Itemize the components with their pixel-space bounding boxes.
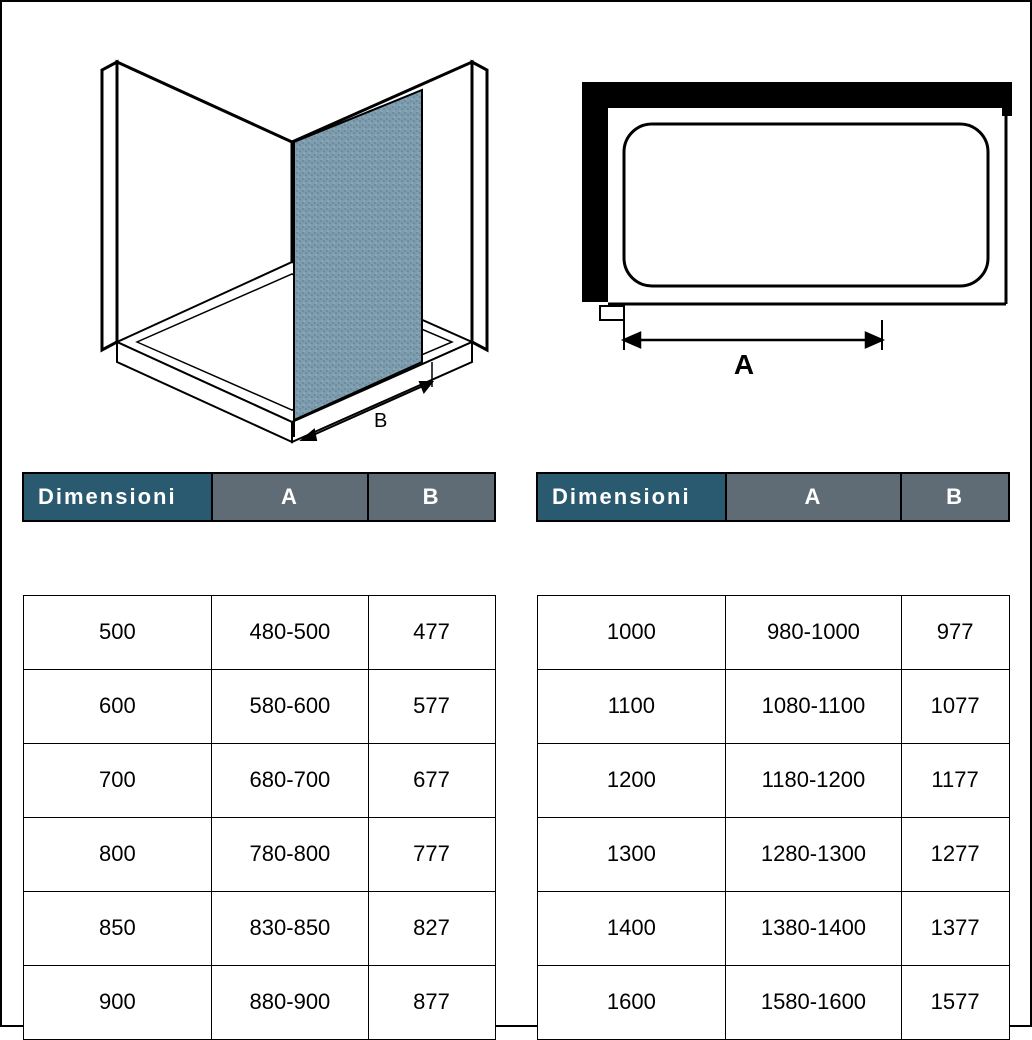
cell-a: 1280-1300 xyxy=(726,817,901,891)
table-row: 1600 1580-1600 1577 xyxy=(537,965,1009,1039)
dimensions-table-1: Dimensioni A B 500 480-500 477 600 580-6… xyxy=(22,472,496,1040)
tables-row: Dimensioni A B 500 480-500 477 600 580-6… xyxy=(22,472,1010,1040)
cell-a: 480-500 xyxy=(212,595,368,669)
dim-b-label: B xyxy=(374,410,387,432)
header-a: A xyxy=(212,473,368,521)
cell-a: 1180-1200 xyxy=(726,743,901,817)
spec-sheet: B xyxy=(0,0,1032,1027)
table-row: 500 480-500 477 xyxy=(23,595,495,669)
cell-dim: 1400 xyxy=(537,891,726,965)
table-row: 1400 1380-1400 1377 xyxy=(537,891,1009,965)
cell-dim: 600 xyxy=(23,669,212,743)
isometric-svg: B xyxy=(2,22,522,452)
cell-b: 1377 xyxy=(901,891,1009,965)
cell-a: 1080-1100 xyxy=(726,669,901,743)
cell-a: 580-600 xyxy=(212,669,368,743)
table-row: 1300 1280-1300 1277 xyxy=(537,817,1009,891)
table-header-row: Dimensioni A B xyxy=(537,473,1009,521)
isometric-diagram: B xyxy=(2,22,522,452)
cell-b: 577 xyxy=(368,669,495,743)
cell-b: 1077 xyxy=(901,669,1009,743)
header-b: B xyxy=(368,473,495,521)
dimensions-table-2: Dimensioni A B 1000 980-1000 977 1100 10… xyxy=(536,472,1010,1040)
cell-b: 1577 xyxy=(901,965,1009,1039)
cell-dim: 800 xyxy=(23,817,212,891)
cell-dim: 500 xyxy=(23,595,212,669)
header-dimensioni: Dimensioni xyxy=(23,473,212,521)
diagrams-row: B xyxy=(2,22,1030,452)
cell-b: 777 xyxy=(368,817,495,891)
cell-a: 1580-1600 xyxy=(726,965,901,1039)
cell-dim: 1600 xyxy=(537,965,726,1039)
cell-b: 877 xyxy=(368,965,495,1039)
cell-b: 677 xyxy=(368,743,495,817)
cell-dim: 900 xyxy=(23,965,212,1039)
cell-b: 1177 xyxy=(901,743,1009,817)
cell-b: 977 xyxy=(901,595,1009,669)
cell-dim: 1000 xyxy=(537,595,726,669)
topview-diagram: A xyxy=(522,22,1032,452)
cell-a: 880-900 xyxy=(212,965,368,1039)
table-header-row: Dimensioni A B xyxy=(23,473,495,521)
cell-b: 1277 xyxy=(901,817,1009,891)
dim-a-label: A xyxy=(734,349,754,380)
table-row: 1000 980-1000 977 xyxy=(537,595,1009,669)
cell-b: 827 xyxy=(368,891,495,965)
table-row: 1100 1080-1100 1077 xyxy=(537,669,1009,743)
table-row: 600 580-600 577 xyxy=(23,669,495,743)
cell-a: 980-1000 xyxy=(726,595,901,669)
topview-svg: A xyxy=(522,22,1032,452)
cell-a: 1380-1400 xyxy=(726,891,901,965)
cell-a: 780-800 xyxy=(212,817,368,891)
cell-dim: 1300 xyxy=(537,817,726,891)
table-row: 700 680-700 677 xyxy=(23,743,495,817)
header-b: B xyxy=(901,473,1009,521)
table-row: 1200 1180-1200 1177 xyxy=(537,743,1009,817)
table-row: 900 880-900 877 xyxy=(23,965,495,1039)
cell-a: 830-850 xyxy=(212,891,368,965)
cell-dim: 1200 xyxy=(537,743,726,817)
header-a: A xyxy=(726,473,901,521)
table-row: 850 830-850 827 xyxy=(23,891,495,965)
table-row: 800 780-800 777 xyxy=(23,817,495,891)
cell-dim: 700 xyxy=(23,743,212,817)
cell-a: 680-700 xyxy=(212,743,368,817)
header-dimensioni: Dimensioni xyxy=(537,473,726,521)
cell-dim: 850 xyxy=(23,891,212,965)
cell-b: 477 xyxy=(368,595,495,669)
cell-dim: 1100 xyxy=(537,669,726,743)
